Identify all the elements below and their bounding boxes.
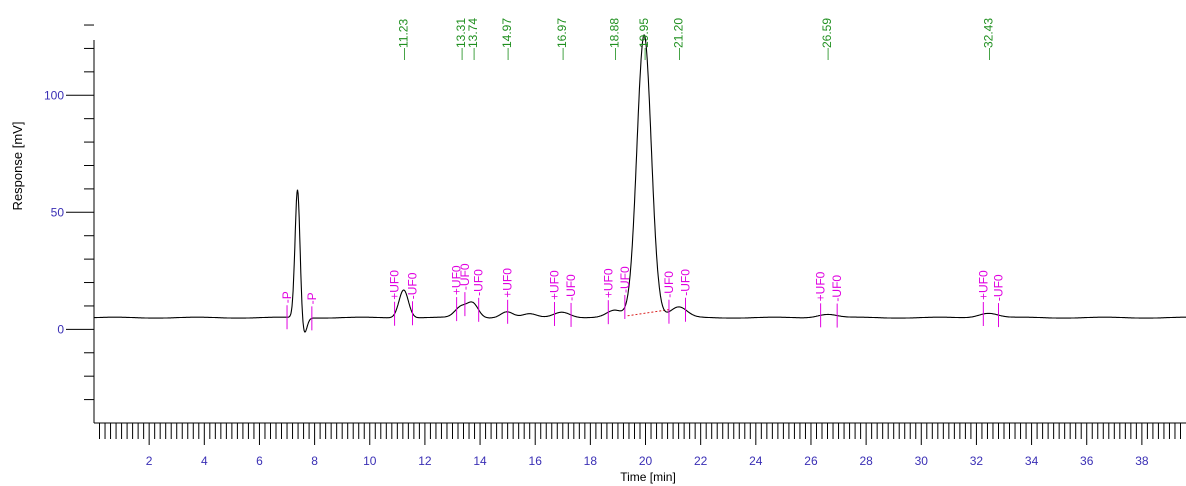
event-marker-label: -P: [280, 291, 294, 303]
trace-layer: [93, 34, 1186, 333]
event-marker-label: +UF0: [501, 268, 515, 298]
retention-time-label: —13.74: [466, 18, 480, 60]
x-tick-label: 38: [1135, 454, 1149, 468]
event-marker-label: -UF0: [406, 272, 420, 299]
x-tick-label: 10: [363, 454, 377, 468]
retention-time-label: —14.97: [500, 18, 514, 60]
retention-labels-layer: —11.23 —13.31—13.74 —14.97 —16.97 —18.88 —19.…: [397, 18, 996, 60]
event-marker-label: -UF0: [458, 263, 472, 290]
x-tick-label: 8: [311, 454, 318, 468]
event-marker-label: -P: [305, 292, 319, 304]
y-tick-label: 100: [44, 88, 64, 102]
event-marker-label: +UF0: [814, 271, 828, 301]
x-tick-label: 22: [694, 454, 708, 468]
y-tick-label: 50: [51, 205, 65, 219]
y-axis-label: Response [mV]: [10, 122, 25, 211]
retention-time-label: —16.97: [555, 18, 569, 60]
event-marker-label: +UF0: [601, 268, 615, 298]
event-marker-label: -UF0: [662, 271, 676, 298]
x-tick-label: 14: [473, 454, 487, 468]
integration-baseline-layer: [627, 308, 671, 317]
event-marker-label: -UF0: [618, 266, 632, 293]
x-tick-label: 32: [970, 454, 984, 468]
x-tick-label: 2: [146, 454, 153, 468]
event-marker-label: -UF0: [991, 274, 1005, 301]
event-marker-label: -UF0: [830, 275, 844, 302]
event-marker-label: +UF0: [976, 270, 990, 300]
retention-time-label: —18.88: [608, 18, 622, 60]
retention-time-label: —32.43: [981, 18, 995, 60]
x-tick-label: 4: [201, 454, 208, 468]
x-tick-label: 36: [1080, 454, 1094, 468]
x-tick-label: 20: [639, 454, 653, 468]
x-axis-label: Time [min]: [620, 470, 676, 484]
integration-baseline: [627, 308, 671, 317]
x-tick-label: 6: [256, 454, 263, 468]
event-marker-label: +UF0: [548, 270, 562, 300]
x-tick-label: 12: [418, 454, 432, 468]
retention-time-label: —26.59: [820, 18, 834, 60]
event-marker-label: -UF0: [679, 269, 693, 296]
event-marker-label: -UF0: [472, 269, 486, 296]
x-tick-label: 30: [915, 454, 929, 468]
x-tick-label: 24: [749, 454, 763, 468]
x-tick-label: 28: [859, 454, 873, 468]
event-marker-label: +UF0: [388, 270, 402, 300]
event-marker-label: +UF0: [450, 265, 464, 295]
event-marker-label: -UF0: [564, 274, 578, 301]
x-tick-label: 26: [804, 454, 818, 468]
x-tick-label: 18: [584, 454, 598, 468]
x-tick-label: 16: [529, 454, 543, 468]
axes: [93, 40, 1186, 424]
chromatogram-trace: [93, 34, 1186, 333]
y-tick-label: 0: [57, 322, 64, 336]
retention-time-label: —11.23: [397, 19, 411, 60]
retention-time-label: —19.95: [637, 18, 651, 60]
event-markers-layer: -P -P +UF0 -UF0 +UF0-UF0 -UF0 +UF0 +UF0 -UF0 +UF0…: [280, 263, 1005, 331]
retention-time-label: —21.20: [672, 18, 686, 60]
x-tick-label: 34: [1025, 454, 1039, 468]
retention-time-label: —13.31: [454, 18, 468, 60]
